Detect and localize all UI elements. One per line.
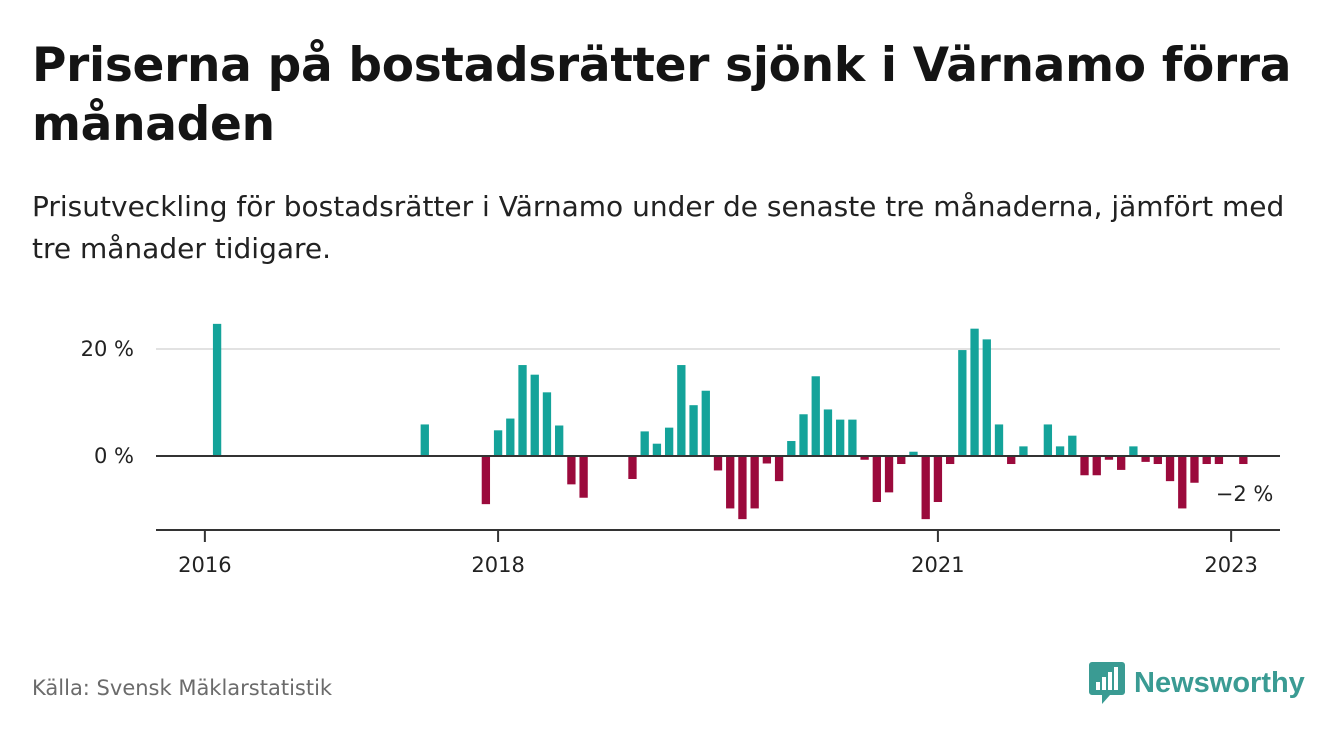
bar — [762, 456, 772, 464]
bar — [836, 419, 845, 456]
bar — [1092, 456, 1101, 476]
bar — [872, 456, 881, 503]
bar — [823, 409, 833, 456]
bar — [212, 323, 222, 456]
last-value-label: −2 % — [1216, 482, 1274, 506]
bar — [677, 365, 686, 456]
bar — [909, 451, 918, 456]
bar — [1190, 456, 1199, 483]
bar — [1141, 456, 1150, 462]
bar — [1117, 456, 1126, 470]
bar — [958, 350, 967, 456]
bar — [1202, 456, 1211, 465]
bar — [1007, 456, 1016, 465]
bar — [933, 456, 943, 503]
brand-logo: Newsworthy — [1088, 660, 1305, 706]
bar — [701, 390, 710, 456]
bar — [945, 456, 955, 465]
bar — [1019, 446, 1028, 456]
bar — [493, 430, 503, 456]
bar — [689, 405, 698, 456]
newsworthy-logo-icon — [1089, 662, 1125, 704]
bar — [799, 414, 808, 456]
y-tick-label: 0 % — [94, 444, 134, 468]
bar-chart: 0 % 20 % 2016 2018 2021 2023 −2 % — [81, 323, 1280, 577]
bar — [750, 456, 759, 509]
bar — [982, 339, 991, 456]
bar — [555, 425, 564, 456]
bar — [970, 328, 979, 456]
y-tick-label: 20 % — [81, 337, 134, 361]
bar — [1104, 456, 1114, 460]
x-tick-label: 2023 — [1204, 553, 1257, 577]
bar — [1153, 456, 1162, 465]
bar — [652, 443, 662, 456]
bar — [1080, 456, 1089, 476]
bar — [994, 424, 1004, 456]
bar — [1129, 446, 1138, 456]
bar — [1214, 456, 1224, 465]
bar — [420, 424, 429, 456]
bar — [860, 456, 869, 460]
bar — [897, 456, 906, 465]
bar — [848, 419, 857, 456]
bar — [1239, 456, 1248, 465]
bar — [884, 456, 894, 493]
chart-subtitle: Prisutveckling för bostadsrätter i Värna… — [32, 190, 1285, 265]
brand-name: Newsworthy — [1134, 666, 1305, 699]
bar — [1055, 446, 1065, 456]
bar — [518, 365, 527, 456]
bar — [1178, 456, 1187, 509]
bar — [664, 427, 674, 456]
bar — [774, 456, 784, 482]
bar — [787, 441, 796, 456]
x-tick-label: 2021 — [911, 553, 964, 577]
bar — [506, 418, 515, 456]
bar — [530, 374, 539, 456]
bar — [921, 456, 930, 520]
bar — [628, 456, 637, 479]
bar — [542, 392, 552, 456]
bar — [1043, 424, 1053, 456]
bar — [481, 456, 491, 505]
bar — [579, 456, 588, 498]
bar — [713, 456, 723, 471]
bar — [1165, 456, 1175, 482]
bar — [567, 456, 576, 485]
x-tick-label: 2018 — [471, 553, 524, 577]
chart-title: Priserna på bostadsrätter sjönk i Värnam… — [32, 38, 1292, 152]
bar — [726, 456, 735, 509]
bar — [1068, 435, 1077, 456]
source-note: Källa: Svensk Mäklarstatistik — [32, 676, 333, 700]
bar — [811, 376, 820, 456]
bar — [738, 456, 747, 520]
x-tick-label: 2016 — [178, 553, 231, 577]
bar — [640, 431, 649, 456]
